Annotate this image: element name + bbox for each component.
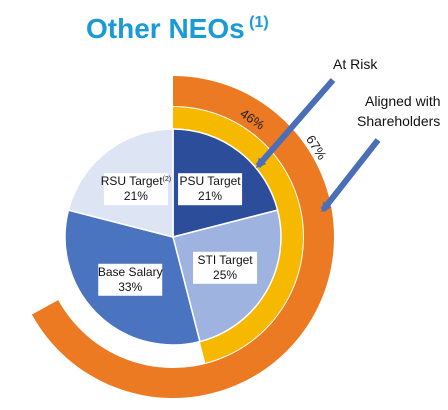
slice-label-base-salary: Base Salary bbox=[98, 265, 163, 279]
slice-label-box-rsu-target bbox=[103, 173, 168, 206]
chart-title: Other NEOs (1) bbox=[86, 13, 269, 44]
annotations-layer: At Risk Aligned with Shareholders bbox=[255, 56, 441, 213]
slice-label-box-psu-target bbox=[178, 173, 243, 206]
ring-at-risk bbox=[173, 107, 304, 363]
arrow-at-risk bbox=[255, 78, 336, 169]
slice-value-rsu-target: 21% bbox=[124, 189, 148, 203]
annotation-line: Shareholders bbox=[357, 113, 440, 129]
annotation-aligned-with-shareholders: Aligned with Shareholders bbox=[357, 93, 441, 129]
arrow-aligned-with-shareholders bbox=[320, 138, 381, 213]
slice-label-psu-target: PSU Target bbox=[179, 174, 241, 188]
annotation-line: Aligned with bbox=[365, 93, 441, 109]
chart-title-superscript: (1) bbox=[249, 14, 269, 31]
slice-value-sti-target: 25% bbox=[213, 268, 237, 282]
rings-layer: 46%67% bbox=[31, 76, 335, 398]
slice-label-rsu-target: RSU Target(2) bbox=[101, 174, 171, 188]
slice-label-superscript: (2) bbox=[163, 176, 172, 183]
slice-value-psu-target: 21% bbox=[198, 189, 222, 203]
slice-value-base-salary: 33% bbox=[118, 280, 142, 294]
pie-layer bbox=[64, 128, 282, 346]
annotation-at-risk: At Risk bbox=[333, 56, 378, 72]
chart-title-text: Other NEOs bbox=[86, 13, 245, 44]
slice-label-box-sti-target bbox=[193, 251, 258, 284]
slice-label-box-base-salary bbox=[98, 263, 163, 296]
slice-label-sti-target: STI Target bbox=[197, 253, 253, 267]
